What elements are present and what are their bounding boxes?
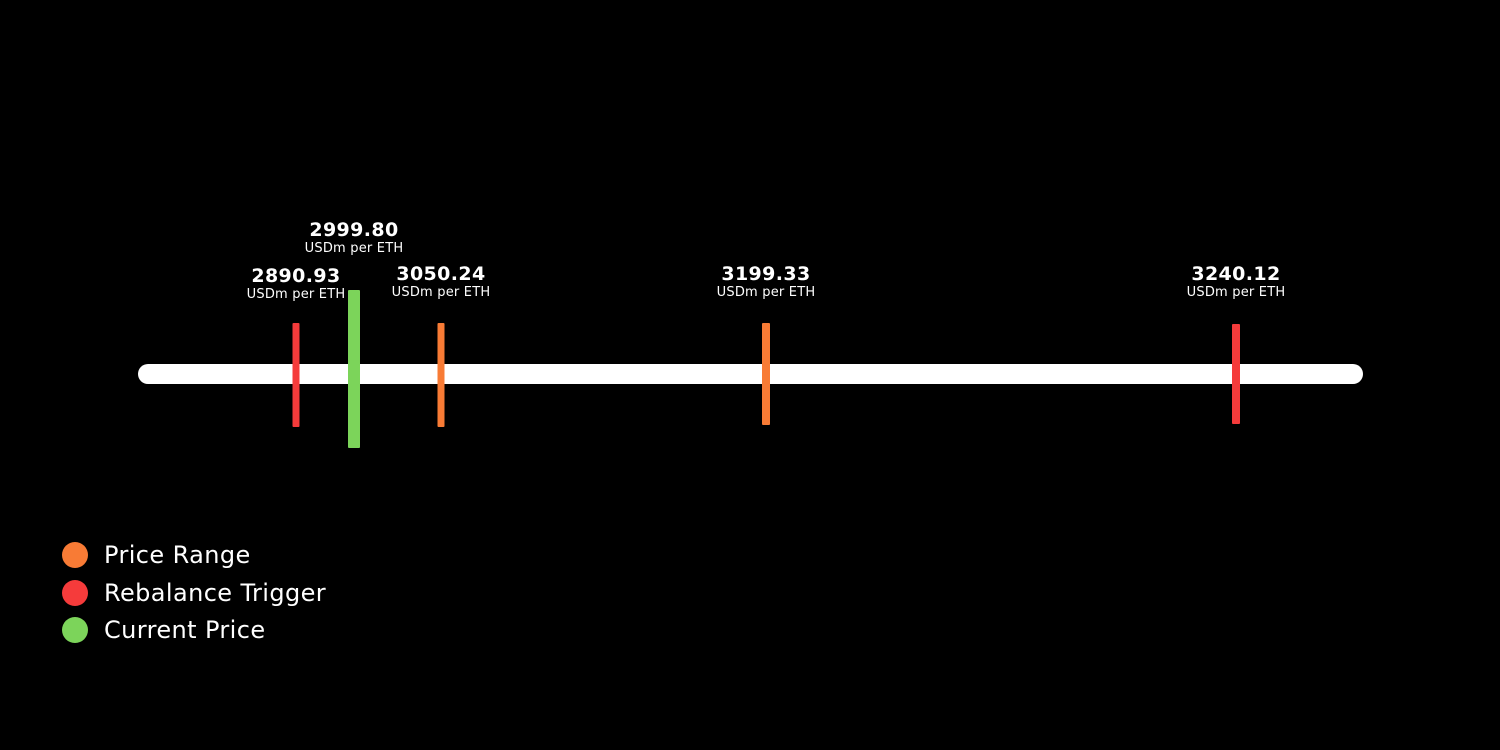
tick-rebalance-trigger [292,323,300,427]
marker-value: 2890.93 [251,265,341,287]
number-line-axis [138,364,1363,384]
legend-swatch-icon [62,542,88,568]
marker-value: 3050.24 [396,263,486,285]
tick-rebalance-trigger [1232,324,1240,424]
marker-label-rebalance-trigger: 2890.93 USDm per ETH [247,265,346,303]
legend-label: Rebalance Trigger [104,578,327,607]
legend-item: Current Price [62,616,326,644]
tick-price-range [437,323,445,427]
marker-unit: USDm per ETH [1186,285,1286,300]
marker-label-price-range: 3050.24 USDm per ETH [392,263,491,301]
legend-label: Price Range [104,541,251,569]
marker-label-price-range: 3199.33 USDm per ETH [717,263,816,301]
marker-unit: USDm per ETH [391,285,491,300]
marker-label-current-price: 2999.80 USDm per ETH [305,219,404,257]
legend-swatch-icon [62,579,88,606]
marker-value: 2999.80 [309,219,399,241]
marker-unit: USDm per ETH [716,285,816,300]
marker-value: 3240.12 [1191,263,1281,285]
tick-price-range [762,323,770,425]
marker-unit: USDm per ETH [246,287,346,302]
tick-current-price [348,290,360,448]
legend-item: Price Range [62,541,326,569]
legend-label: Current Price [104,616,266,644]
legend-item: Rebalance Trigger [62,578,327,607]
marker-label-rebalance-trigger: 3240.12 USDm per ETH [1187,263,1286,301]
marker-value: 3199.33 [721,263,811,285]
marker-unit: USDm per ETH [304,241,404,256]
legend: Price Range Rebalance Trigger Current Pric… [62,541,327,644]
legend-swatch-icon [62,617,88,643]
